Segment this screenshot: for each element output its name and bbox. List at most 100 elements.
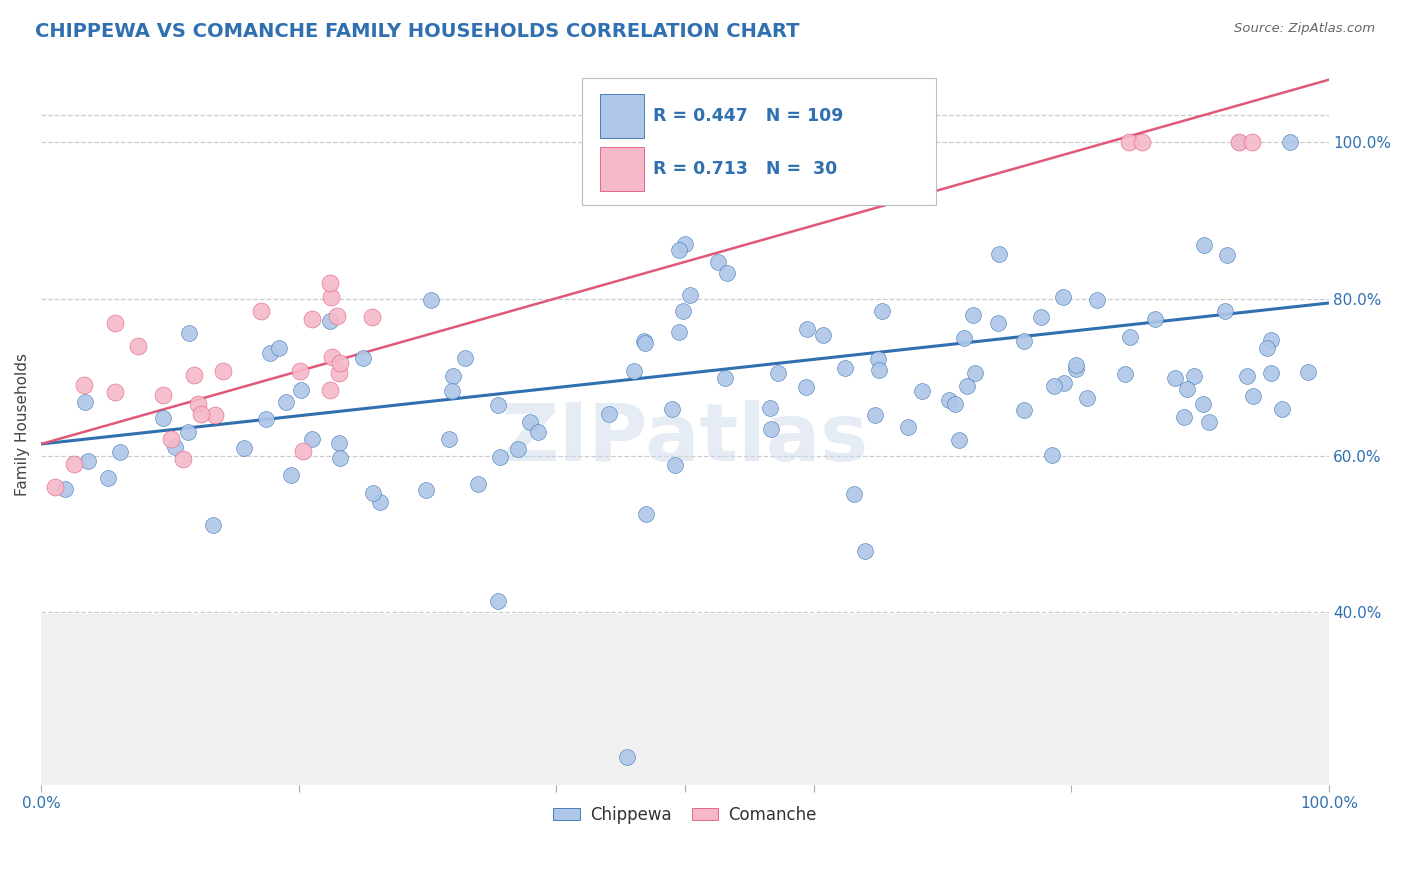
Y-axis label: Family Households: Family Households: [15, 353, 30, 496]
Point: [292, 444, 315, 458]
Point: [962, 309, 984, 323]
Point: [370, 495, 392, 509]
Point: [938, 393, 960, 408]
Point: [53, 482, 76, 496]
Point: [1114, 368, 1136, 382]
Point: [437, 432, 460, 446]
Point: [987, 316, 1010, 330]
Point: [527, 425, 550, 439]
Point: [326, 309, 349, 323]
Point: [716, 266, 738, 280]
Point: [187, 397, 209, 411]
Point: [1143, 312, 1166, 326]
Point: [288, 364, 311, 378]
Text: Source: ZipAtlas.com: Source: ZipAtlas.com: [1234, 22, 1375, 36]
Point: [1256, 341, 1278, 355]
Point: [1029, 310, 1052, 325]
Point: [1227, 136, 1250, 150]
Point: [211, 364, 233, 378]
Point: [664, 458, 686, 472]
Point: [1260, 333, 1282, 347]
Point: [623, 364, 645, 378]
Point: [75, 394, 97, 409]
Point: [321, 350, 343, 364]
Point: [943, 397, 966, 411]
Point: [1298, 365, 1320, 379]
Point: [328, 436, 350, 450]
Point: [672, 304, 695, 318]
Point: [232, 441, 254, 455]
Point: [1012, 402, 1035, 417]
Point: [486, 398, 509, 412]
Point: [766, 367, 789, 381]
Point: [165, 440, 187, 454]
Point: [177, 425, 200, 440]
Point: [486, 593, 509, 607]
Point: [911, 384, 934, 398]
Point: [948, 434, 970, 448]
Point: [1236, 369, 1258, 384]
Point: [853, 543, 876, 558]
Point: [872, 304, 894, 318]
Point: [1064, 362, 1087, 376]
Point: [1052, 290, 1074, 304]
Point: [673, 236, 696, 251]
Point: [44, 480, 66, 494]
Point: [201, 518, 224, 533]
Point: [842, 487, 865, 501]
Point: [598, 407, 620, 421]
Point: [1012, 334, 1035, 348]
Point: [179, 326, 201, 341]
Point: [127, 339, 149, 353]
Point: [633, 334, 655, 348]
Point: [361, 486, 384, 500]
Bar: [41, 614, 1329, 785]
Point: [319, 277, 342, 291]
Point: [1085, 293, 1108, 308]
Point: [865, 408, 887, 422]
Point: [329, 356, 352, 370]
Point: [301, 312, 323, 326]
Point: [1227, 136, 1250, 150]
Point: [104, 385, 127, 400]
Point: [250, 304, 273, 318]
Text: R = 0.447   N = 109: R = 0.447 N = 109: [652, 107, 844, 125]
FancyBboxPatch shape: [600, 95, 644, 138]
Text: R = 0.713   N =  30: R = 0.713 N = 30: [652, 160, 837, 178]
Point: [1130, 136, 1153, 150]
Point: [1118, 136, 1140, 150]
Point: [668, 325, 690, 339]
Point: [988, 246, 1011, 260]
Point: [1040, 448, 1063, 462]
Point: [290, 384, 312, 398]
Point: [1066, 358, 1088, 372]
Point: [254, 411, 277, 425]
Point: [1118, 330, 1140, 344]
Point: [1241, 388, 1264, 402]
Point: [1175, 382, 1198, 396]
Point: [1192, 238, 1215, 252]
Point: [707, 254, 730, 268]
Point: [259, 346, 281, 360]
Point: [329, 450, 352, 465]
Point: [761, 422, 783, 436]
Point: [76, 454, 98, 468]
Point: [152, 411, 174, 425]
Point: [1164, 371, 1187, 385]
Point: [1076, 391, 1098, 405]
Point: [190, 407, 212, 421]
Point: [183, 368, 205, 383]
Point: [519, 415, 541, 429]
Point: [1213, 303, 1236, 318]
Point: [152, 388, 174, 402]
Point: [713, 371, 735, 385]
FancyBboxPatch shape: [582, 78, 936, 204]
Point: [963, 366, 986, 380]
Point: [274, 395, 297, 409]
Point: [794, 380, 817, 394]
Point: [868, 363, 890, 377]
Point: [634, 336, 657, 351]
Point: [301, 432, 323, 446]
Point: [897, 420, 920, 434]
Point: [172, 451, 194, 466]
